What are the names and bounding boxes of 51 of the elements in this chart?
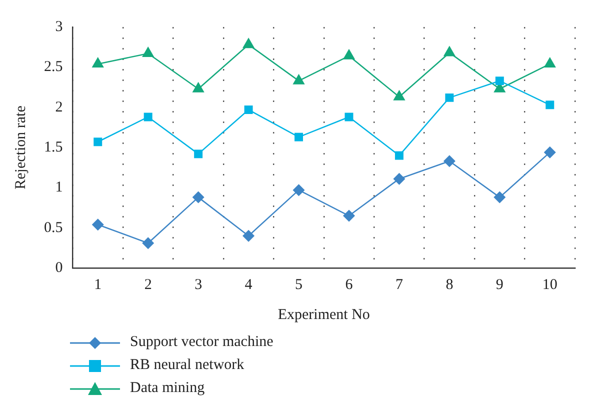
x-tick-label: 6 [345, 276, 354, 293]
x-tick-label: 7 [395, 276, 404, 293]
point [94, 138, 102, 146]
point [342, 48, 356, 60]
point [443, 46, 456, 56]
x-tick-label: 3 [194, 276, 202, 293]
y-tick-label: 2.5 [44, 59, 63, 76]
point [194, 150, 203, 158]
point [242, 230, 255, 242]
point [142, 46, 154, 58]
x-axis-title: Experiment No [278, 306, 370, 323]
point [445, 93, 454, 102]
x-tick-label: 1 [94, 276, 102, 293]
point [495, 76, 504, 86]
x-tick-label: 9 [496, 276, 504, 293]
point [244, 106, 253, 114]
y-tick-label: 0.5 [44, 220, 63, 236]
point [92, 56, 104, 68]
point [342, 210, 355, 222]
point [546, 100, 554, 110]
point [142, 237, 154, 250]
x-tick-label: 2 [144, 276, 152, 293]
x-tick-label: 10 [542, 276, 558, 293]
point [192, 82, 204, 92]
y-tick-label: 3 [55, 18, 63, 35]
point [393, 172, 406, 185]
point [344, 112, 354, 122]
point [92, 218, 104, 231]
y-tick-label: 1 [55, 180, 63, 196]
y-tick-label: 0 [55, 260, 63, 276]
point [292, 74, 305, 84]
y-tick-label: 2 [55, 99, 63, 116]
point [494, 191, 506, 204]
point [292, 184, 305, 196]
x-tick-label: 5 [295, 276, 303, 293]
y-tick-label: 1.5 [44, 139, 63, 156]
point [393, 90, 406, 100]
legend-label: Data mining [130, 380, 205, 397]
x-tick-label: 4 [244, 276, 253, 293]
point [443, 155, 456, 168]
y-axis-title: Rejection rate [12, 105, 29, 190]
point [544, 146, 556, 158]
point [144, 112, 152, 122]
legend-label: Support vector machine [130, 334, 274, 351]
point [294, 132, 304, 142]
point [192, 191, 204, 204]
point [544, 56, 556, 68]
legend-label: RB neural network [130, 357, 244, 374]
x-tick-label: 8 [446, 276, 454, 293]
point [242, 38, 255, 48]
point [394, 151, 404, 160]
